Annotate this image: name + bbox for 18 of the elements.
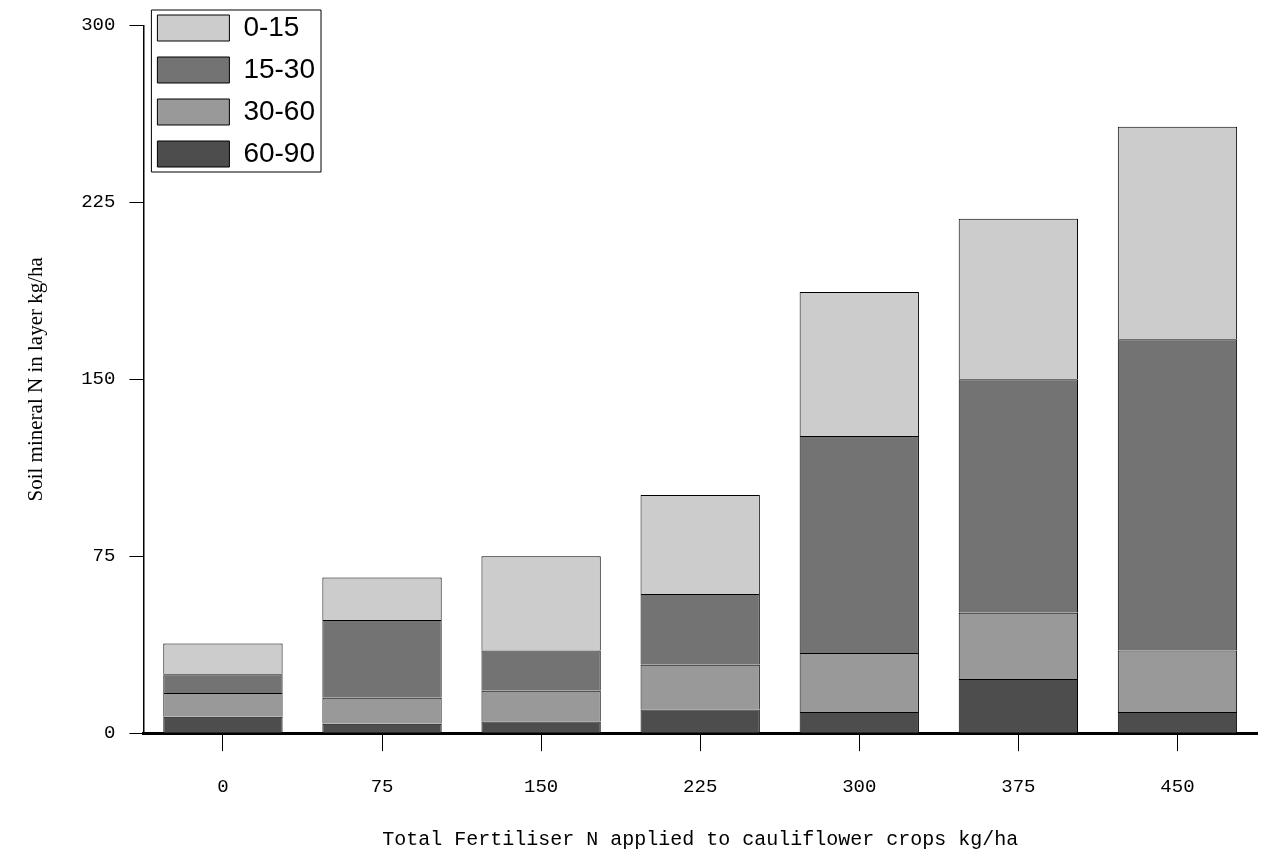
x-tick-label: 75 <box>370 775 394 798</box>
x-tick-label: 375 <box>1001 775 1036 798</box>
x-tick-label: 300 <box>842 775 877 798</box>
y-tick-label: 0 <box>104 722 116 745</box>
y-axis-title: Soil mineral N in layer kg/ha <box>23 256 48 502</box>
legend-label: 60-90 <box>243 136 316 168</box>
x-tick-label: 0 <box>217 775 229 798</box>
y-tick-label: 225 <box>81 191 116 214</box>
legend-label: 15-30 <box>243 52 316 84</box>
x-tick-label: 225 <box>683 775 718 798</box>
x-axis-title: Total Fertiliser N applied to cauliflower crops kg/ha <box>382 828 1019 852</box>
x-tick-label: 150 <box>524 775 559 798</box>
x-tick-label: 450 <box>1160 775 1195 798</box>
legend-label: 0-15 <box>243 10 300 42</box>
y-tick-label: 300 <box>81 14 116 37</box>
legend-label: 30-60 <box>243 94 316 126</box>
y-tick-label: 75 <box>92 545 116 568</box>
y-tick-label: 150 <box>81 368 116 391</box>
